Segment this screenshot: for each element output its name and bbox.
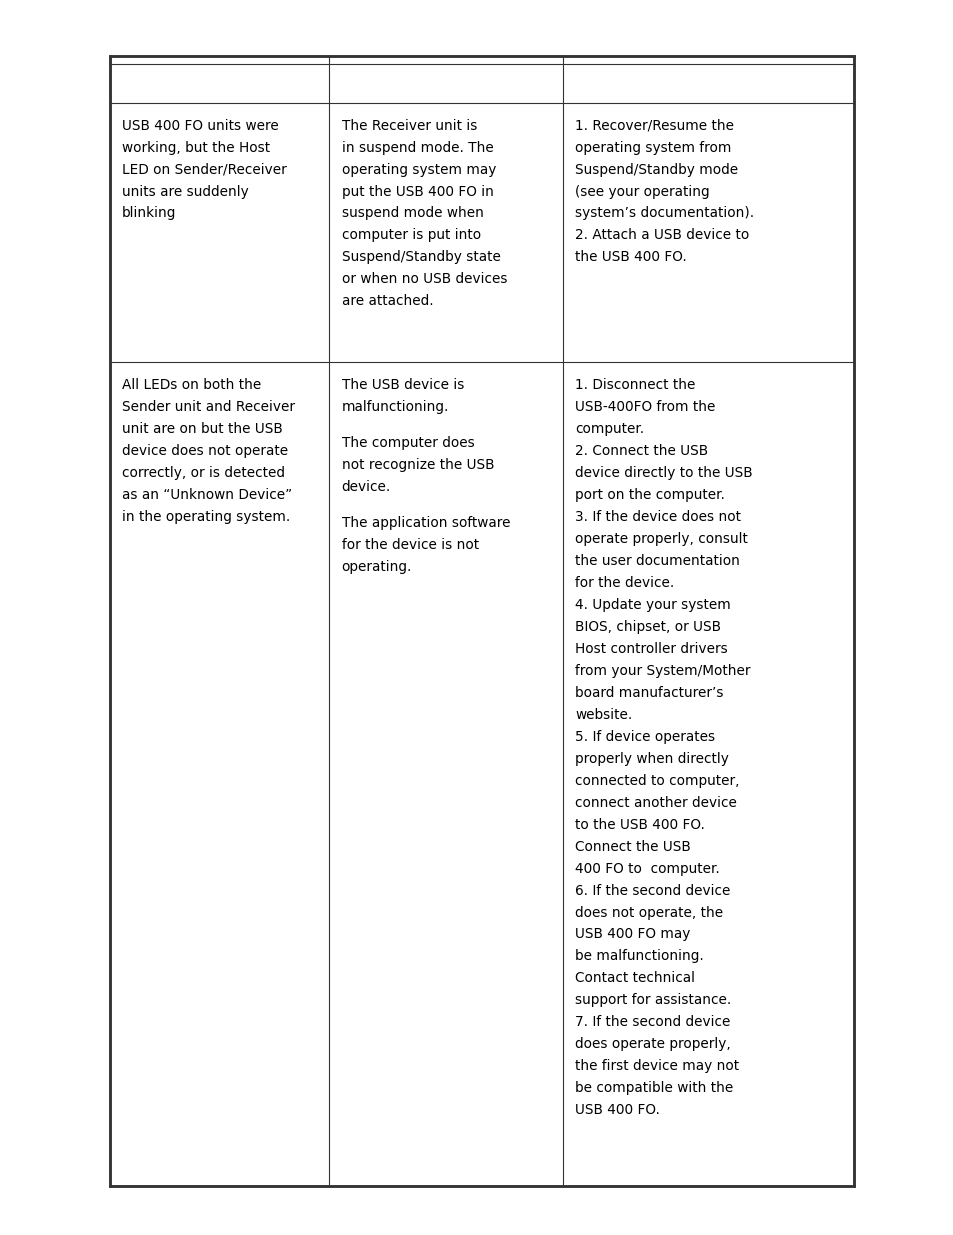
Text: operating system may: operating system may [341,163,496,177]
Text: 2. Connect the USB: 2. Connect the USB [575,443,708,458]
Text: 7. If the second device: 7. If the second device [575,1015,730,1030]
Text: does operate properly,: does operate properly, [575,1037,730,1051]
Text: in suspend mode. The: in suspend mode. The [341,141,493,154]
Text: be compatible with the: be compatible with the [575,1082,733,1095]
Text: system’s documentation).: system’s documentation). [575,206,754,221]
Text: support for assistance.: support for assistance. [575,993,731,1008]
Text: website.: website. [575,708,632,721]
Text: from your System/Mother: from your System/Mother [575,663,750,678]
Text: USB 400 FO.: USB 400 FO. [575,1103,659,1118]
Text: or when no USB devices: or when no USB devices [341,273,506,287]
Text: port on the computer.: port on the computer. [575,488,724,501]
Text: Suspend/Standby mode: Suspend/Standby mode [575,163,738,177]
Text: (see your operating: (see your operating [575,184,709,199]
Text: put the USB 400 FO in: put the USB 400 FO in [341,184,493,199]
Text: units are suddenly: units are suddenly [122,184,249,199]
Text: the user documentation: the user documentation [575,553,740,568]
Text: USB 400 FO may: USB 400 FO may [575,927,690,941]
Text: USB-400FO from the: USB-400FO from the [575,400,715,414]
Text: 2. Attach a USB device to: 2. Attach a USB device to [575,228,749,242]
Text: be malfunctioning.: be malfunctioning. [575,950,703,963]
Text: 400 FO to  computer.: 400 FO to computer. [575,862,720,876]
Text: 3. If the device does not: 3. If the device does not [575,510,740,524]
Text: blinking: blinking [122,206,176,221]
Text: device directly to the USB: device directly to the USB [575,466,752,480]
Text: 1. Disconnect the: 1. Disconnect the [575,378,695,391]
Text: 1. Recover/Resume the: 1. Recover/Resume the [575,119,734,132]
Text: the USB 400 FO.: the USB 400 FO. [575,251,686,264]
Text: The Receiver unit is: The Receiver unit is [341,119,476,132]
Text: device.: device. [341,480,391,494]
Text: properly when directly: properly when directly [575,752,728,766]
Text: for the device is not: for the device is not [341,538,478,552]
Text: computer is put into: computer is put into [341,228,480,242]
Text: are attached.: are attached. [341,294,433,309]
Text: working, but the Host: working, but the Host [122,141,270,154]
Text: Suspend/Standby state: Suspend/Standby state [341,251,500,264]
Text: The application software: The application software [341,516,510,530]
Text: in the operating system.: in the operating system. [122,510,290,524]
Text: for the device.: for the device. [575,576,674,590]
Text: The computer does: The computer does [341,436,474,451]
Text: the first device may not: the first device may not [575,1060,739,1073]
Text: Host controller drivers: Host controller drivers [575,642,727,656]
Text: operating system from: operating system from [575,141,731,154]
Text: correctly, or is detected: correctly, or is detected [122,466,285,480]
Bar [110,56,853,1186]
Text: to the USB 400 FO.: to the USB 400 FO. [575,818,704,831]
Text: as an “Unknown Device”: as an “Unknown Device” [122,488,292,501]
Text: board manufacturer’s: board manufacturer’s [575,685,723,700]
Text: 5. If device operates: 5. If device operates [575,730,715,743]
Text: not recognize the USB: not recognize the USB [341,458,494,472]
Text: LED on Sender/Receiver: LED on Sender/Receiver [122,163,287,177]
Text: does not operate, the: does not operate, the [575,905,722,920]
Text: connect another device: connect another device [575,795,737,810]
Text: computer.: computer. [575,422,643,436]
Text: Contact technical: Contact technical [575,972,695,986]
Text: 6. If the second device: 6. If the second device [575,883,730,898]
Text: suspend mode when: suspend mode when [341,206,483,221]
Text: connected to computer,: connected to computer, [575,773,739,788]
Text: All LEDs on both the: All LEDs on both the [122,378,261,391]
Text: USB 400 FO units were: USB 400 FO units were [122,119,278,132]
Text: unit are on but the USB: unit are on but the USB [122,422,283,436]
Text: Connect the USB: Connect the USB [575,840,690,853]
Text: malfunctioning.: malfunctioning. [341,400,449,414]
Text: device does not operate: device does not operate [122,443,288,458]
Text: operating.: operating. [341,561,412,574]
Text: 4. Update your system: 4. Update your system [575,598,730,611]
Text: Sender unit and Receiver: Sender unit and Receiver [122,400,294,414]
Text: The USB device is: The USB device is [341,378,463,391]
Text: BIOS, chipset, or USB: BIOS, chipset, or USB [575,620,720,634]
Text: operate properly, consult: operate properly, consult [575,532,747,546]
